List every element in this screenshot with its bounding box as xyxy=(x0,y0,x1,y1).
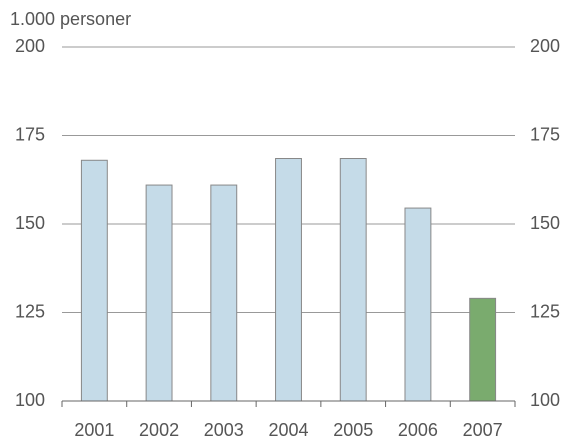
x-tick-label: 2006 xyxy=(398,420,438,439)
x-tick-label: 2005 xyxy=(333,420,373,439)
bar xyxy=(404,207,432,402)
bar xyxy=(469,297,497,402)
y-tick-label: 175 xyxy=(15,124,45,144)
bar xyxy=(210,184,238,402)
x-tick-label: 2007 xyxy=(463,420,503,439)
y2-tick-label: 100 xyxy=(530,390,560,410)
x-tick-label: 2003 xyxy=(204,420,244,439)
bar xyxy=(339,158,367,402)
x-tick-label: 2001 xyxy=(74,420,114,439)
y-tick-label: 100 xyxy=(15,390,45,410)
y-tick-label: 125 xyxy=(15,301,45,321)
x-tick-label: 2004 xyxy=(268,420,308,439)
y-tick-label: 150 xyxy=(15,213,45,233)
y2-tick-label: 175 xyxy=(530,124,560,144)
y2-tick-label: 125 xyxy=(530,301,560,321)
bar xyxy=(145,184,173,402)
x-tick-label: 2002 xyxy=(139,420,179,439)
y-axis-label: 1.000 personer xyxy=(10,9,131,29)
bar xyxy=(275,158,302,402)
y2-tick-label: 150 xyxy=(530,213,560,233)
y2-tick-label: 200 xyxy=(530,36,560,56)
bar xyxy=(80,159,108,402)
y-tick-label: 200 xyxy=(15,36,45,56)
